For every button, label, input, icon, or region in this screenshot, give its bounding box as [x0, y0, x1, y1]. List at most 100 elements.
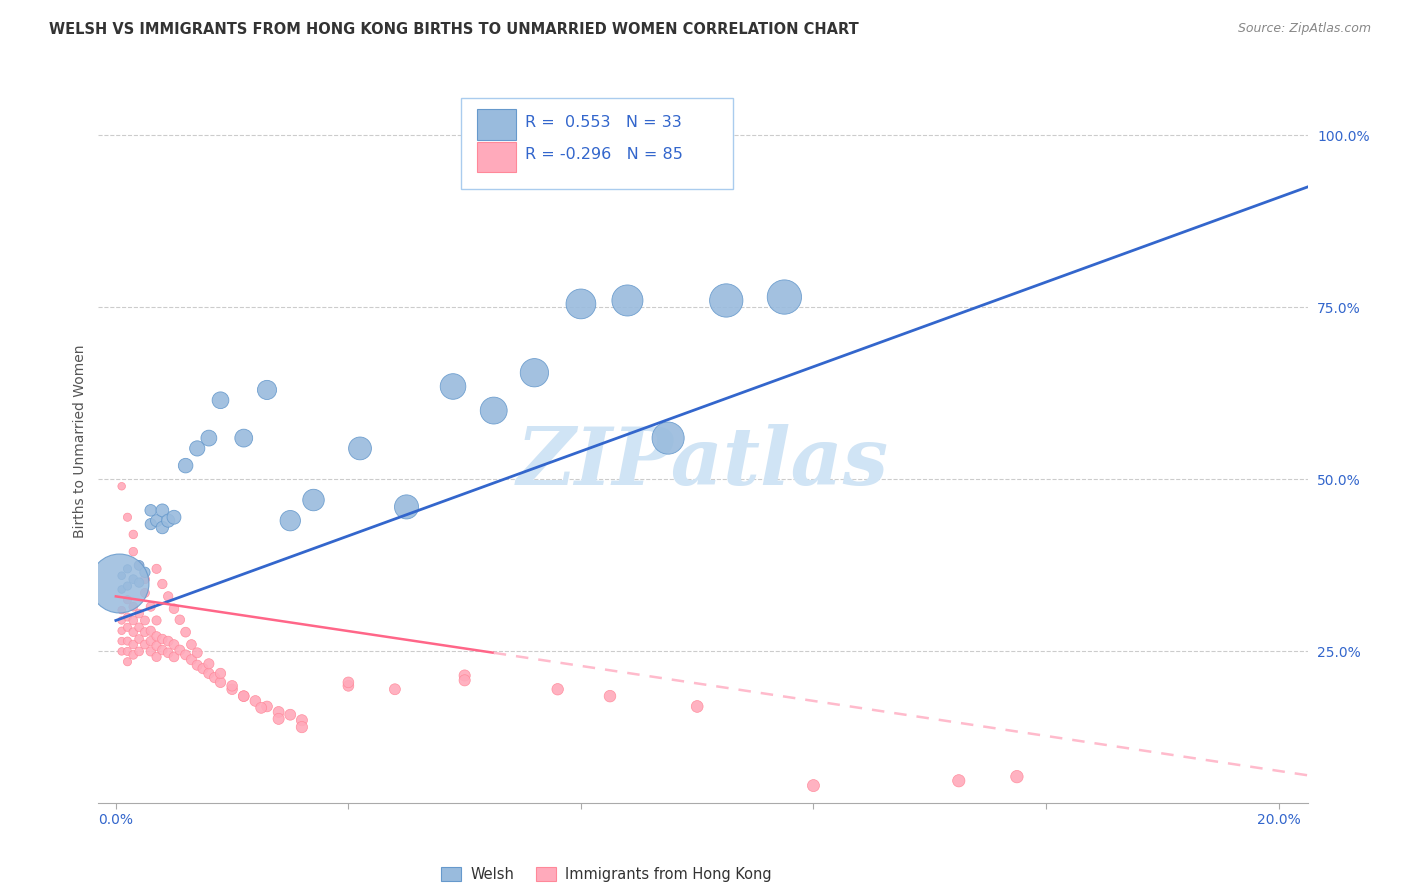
Point — [349, 442, 371, 456]
Point — [523, 366, 546, 380]
Point — [128, 607, 150, 621]
Point — [157, 634, 180, 648]
Point — [128, 575, 150, 590]
Text: ZIPatlas: ZIPatlas — [517, 425, 889, 502]
Point — [204, 671, 226, 685]
Point — [948, 773, 970, 788]
Point — [337, 675, 360, 690]
Point — [180, 638, 202, 652]
Point — [250, 701, 273, 715]
Point — [145, 629, 167, 643]
Point — [134, 638, 156, 652]
Point — [209, 666, 232, 681]
Point — [453, 668, 475, 682]
Point — [111, 582, 134, 597]
Point — [150, 503, 173, 517]
Point — [163, 649, 186, 664]
Point — [169, 613, 191, 627]
Point — [657, 431, 679, 445]
Point — [278, 707, 301, 722]
Point — [139, 624, 162, 638]
Point — [267, 705, 290, 719]
Point — [139, 644, 162, 658]
Point — [221, 682, 243, 697]
Point — [191, 662, 214, 676]
Point — [803, 779, 825, 793]
Point — [186, 658, 208, 673]
Text: Source: ZipAtlas.com: Source: ZipAtlas.com — [1237, 22, 1371, 36]
Point — [384, 682, 406, 697]
Point — [128, 644, 150, 658]
Point — [482, 403, 505, 417]
Point — [117, 562, 139, 576]
Point — [174, 648, 197, 662]
Point — [107, 575, 129, 590]
Point — [163, 638, 186, 652]
Point — [174, 625, 197, 640]
Point — [150, 520, 173, 534]
Point — [134, 572, 156, 586]
Point — [122, 614, 145, 628]
Point — [111, 479, 134, 493]
Point — [111, 568, 134, 582]
Point — [773, 290, 796, 304]
Point — [139, 599, 162, 614]
Point — [256, 699, 278, 714]
Point — [174, 458, 197, 473]
Point — [716, 293, 738, 308]
Point — [117, 655, 139, 669]
Point — [111, 614, 134, 628]
Point — [245, 694, 267, 708]
FancyBboxPatch shape — [477, 109, 516, 139]
Point — [337, 679, 360, 693]
Point — [128, 632, 150, 646]
Point — [267, 712, 290, 726]
Point — [122, 638, 145, 652]
Point — [122, 625, 145, 640]
Point — [139, 634, 162, 648]
Point — [139, 503, 162, 517]
Text: WELSH VS IMMIGRANTS FROM HONG KONG BIRTHS TO UNMARRIED WOMEN CORRELATION CHART: WELSH VS IMMIGRANTS FROM HONG KONG BIRTH… — [49, 22, 859, 37]
FancyBboxPatch shape — [461, 98, 734, 189]
Point — [569, 297, 592, 311]
Point — [198, 657, 221, 671]
Point — [169, 643, 191, 657]
Point — [441, 379, 464, 393]
Point — [117, 592, 139, 607]
Point — [150, 643, 173, 657]
Point — [186, 442, 208, 456]
Point — [163, 601, 186, 615]
Point — [157, 514, 180, 528]
Point — [122, 572, 145, 586]
Point — [278, 514, 301, 528]
Point — [145, 614, 167, 628]
Point — [157, 590, 180, 604]
Point — [198, 666, 221, 681]
Y-axis label: Births to Unmarried Women: Births to Unmarried Women — [73, 345, 87, 538]
Point — [117, 510, 139, 524]
Point — [232, 431, 254, 445]
FancyBboxPatch shape — [477, 142, 516, 172]
Point — [117, 634, 139, 648]
Point — [209, 393, 232, 408]
Point — [111, 624, 134, 638]
Point — [122, 599, 145, 614]
Point — [111, 644, 134, 658]
Point — [291, 713, 314, 727]
Point — [117, 610, 139, 624]
Point — [145, 639, 167, 653]
Point — [122, 527, 145, 541]
Point — [117, 644, 139, 658]
Point — [616, 293, 638, 308]
Text: R = -0.296   N = 85: R = -0.296 N = 85 — [526, 147, 683, 162]
Point — [1005, 770, 1028, 784]
Point — [145, 649, 167, 664]
Point — [145, 562, 167, 576]
Point — [150, 632, 173, 646]
Point — [547, 682, 569, 697]
Point — [256, 383, 278, 397]
Point — [198, 431, 221, 445]
Point — [111, 634, 134, 648]
Point — [122, 544, 145, 558]
Point — [232, 689, 254, 703]
